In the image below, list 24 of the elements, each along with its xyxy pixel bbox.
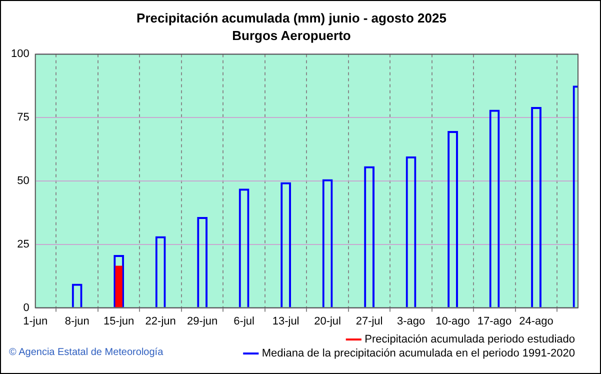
x-tick-label: 24-ago <box>519 315 554 328</box>
x-tick-label: 3-ago <box>396 315 426 328</box>
text: © Agencia Estatal de Meteorología <box>9 347 164 358</box>
legend-label: Precipitación acumulada periodo estudiado <box>364 334 575 346</box>
legend-label: Mediana de la precipitación acumulada en el periodo 1991-2020 <box>262 348 575 360</box>
y-tick-label: 50 <box>17 175 30 188</box>
x-tick-label: 22-jun <box>145 315 176 328</box>
x-tick-label: 27-jul <box>356 315 383 328</box>
x-tick-label: 10-ago <box>436 315 470 328</box>
chart-title: Precipitación acumulada (mm) junio - agosto 2025 <box>136 10 446 26</box>
x-tick-label: 1-jun <box>23 315 48 328</box>
chart-subtitle: Burgos Aeropuerto <box>232 28 351 43</box>
x-tick-label: 6-jul <box>234 315 254 328</box>
y-tick-label: 100 <box>10 48 30 60</box>
y-tick-label: 0 <box>23 302 30 314</box>
x-tick-label: 15-jun <box>104 315 134 328</box>
x-tick-label: 13-jul <box>272 315 300 328</box>
x-tick-label: 20-jul <box>314 315 341 328</box>
x-tick-label: 17-ago <box>477 315 512 328</box>
x-tick-label: 8-jun <box>64 315 90 328</box>
bar <box>115 266 122 308</box>
y-tick-label: 25 <box>17 238 30 250</box>
y-tick-label: 75 <box>17 112 30 124</box>
x-tick-label: 29-jun <box>187 315 218 328</box>
